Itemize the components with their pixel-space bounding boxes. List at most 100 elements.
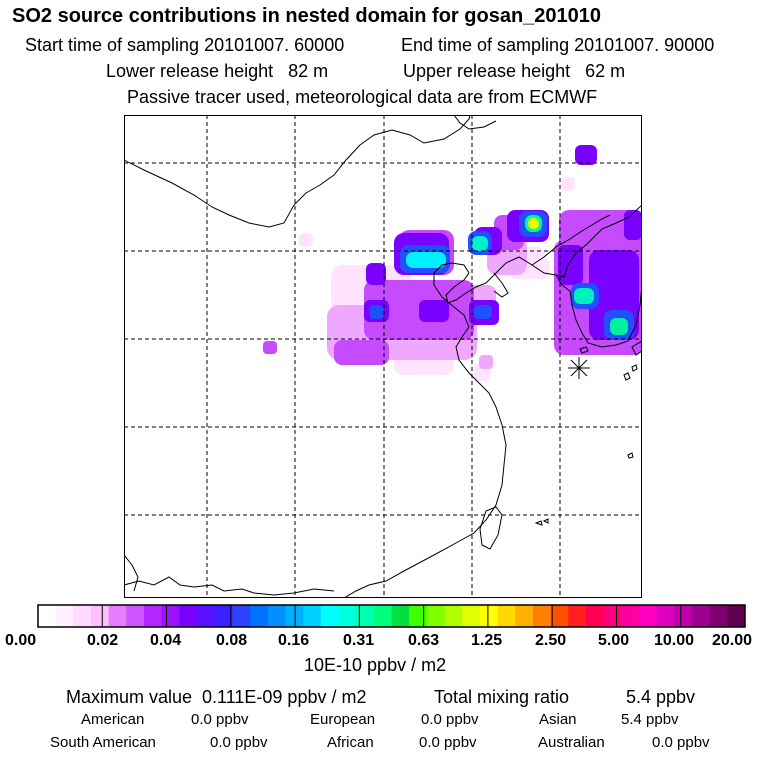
plume-north-korea-spot xyxy=(575,145,597,165)
colorbar-swatch xyxy=(532,605,552,627)
colorbar-swatch xyxy=(585,605,605,627)
island-ryukyu-3 xyxy=(534,520,543,526)
plume-medium-cell xyxy=(334,340,389,365)
colorbar-swatch xyxy=(479,605,499,627)
plume-light-cell xyxy=(479,355,493,369)
colorbar-tick-label: 1.25 xyxy=(471,632,503,649)
colorbar-border xyxy=(37,604,746,628)
colorbar xyxy=(37,604,746,628)
chart-title: SO2 source contributions in nested domai… xyxy=(12,5,602,27)
island-ryukyu-1 xyxy=(623,372,631,381)
plume-liaoning-2 xyxy=(528,218,539,229)
colorbar-tick-label: 10.00 xyxy=(654,632,695,649)
colorbar-swatch xyxy=(267,605,286,627)
colorbar-unit: 10E-10 ppbv / m2 xyxy=(304,655,447,675)
upper-release-height: Upper release height 62 m xyxy=(403,61,626,81)
receptor-marker xyxy=(568,357,590,379)
colorbar-tick-label: 20.00 xyxy=(712,632,753,649)
plume-strong-cell xyxy=(624,210,642,240)
coastline-korea xyxy=(555,274,642,348)
colorbar-swatch xyxy=(250,605,269,627)
colorbar-swatch xyxy=(444,605,463,627)
colorbar-tick-label: 0.08 xyxy=(216,632,248,649)
plume-korea-west-coast xyxy=(574,288,594,304)
colorbar-swatch xyxy=(391,605,410,627)
european-value: 0.0 ppbv xyxy=(421,711,479,728)
colorbar-swatch xyxy=(426,605,446,627)
colorbar-swatch xyxy=(197,605,216,627)
plume-faint-cell xyxy=(561,177,575,191)
island-ryukyu-2 xyxy=(631,364,638,372)
colorbar-swatch xyxy=(126,605,145,627)
asian-label: Asian xyxy=(539,711,577,728)
colorbar-swatch xyxy=(232,605,251,627)
colorbar-tick-label: 0.04 xyxy=(150,632,182,649)
american-label: American xyxy=(81,711,145,728)
colorbar-swatch xyxy=(73,605,92,627)
plume-layer xyxy=(263,145,642,381)
island-japan-fragment xyxy=(631,340,642,356)
african-label: African xyxy=(327,734,374,751)
plume-strong-cell xyxy=(419,300,449,322)
colorbar-swatch xyxy=(497,605,516,627)
european-label: European xyxy=(310,711,376,728)
colorbar-swatch xyxy=(638,605,658,627)
colorbar-swatch xyxy=(691,605,711,627)
border-south xyxy=(124,576,335,596)
colorbar-swatch xyxy=(409,605,428,627)
border-korea-china xyxy=(531,214,611,266)
colorbar-swatch xyxy=(373,605,392,627)
colorbar-swatch xyxy=(674,605,693,627)
colorbar-swatch xyxy=(161,605,180,627)
plume-korea-south xyxy=(610,318,628,335)
american-value: 0.0 ppbv xyxy=(191,711,249,728)
coastline-layer xyxy=(124,115,642,598)
colorbar-swatch xyxy=(285,605,304,627)
asian-value: 5.4 ppbv xyxy=(621,711,679,728)
south-american-value: 0.0 ppbv xyxy=(210,734,268,751)
map-plot xyxy=(124,115,642,598)
total-mixing-ratio-label: Total mixing ratio xyxy=(434,687,570,707)
colorbar-swatch xyxy=(91,605,110,627)
australian-value: 0.0 ppbv xyxy=(652,734,710,751)
south-american-label: South American xyxy=(50,734,156,751)
receptor-marker-stroke xyxy=(570,359,588,377)
colorbar-swatch xyxy=(356,605,375,627)
colorbar-tick-label: 2.50 xyxy=(535,632,567,649)
colorbar-swatch xyxy=(568,605,587,627)
colorbar-swatch xyxy=(656,605,675,627)
colorbar-tick-label: 0.31 xyxy=(343,632,375,649)
colorbar-swatch xyxy=(621,605,640,627)
maximum-value: Maximum value 0.111E-09 ppbv / m2 xyxy=(66,687,367,707)
border-north xyxy=(124,115,471,228)
colorbar-tick-label: 0.63 xyxy=(408,632,440,649)
colorbar-swatch xyxy=(550,605,569,627)
colorbar-swatch xyxy=(709,605,728,627)
plume-west-spot xyxy=(263,341,277,354)
colorbar-swatch xyxy=(462,605,481,627)
colorbar-swatch xyxy=(603,605,622,627)
colorbar-tick-label: 0.00 xyxy=(5,632,37,649)
graticule-layer xyxy=(124,115,642,598)
end-time-label: End time of sampling 20101007. 90000 xyxy=(401,35,715,55)
colorbar-swatch xyxy=(320,605,339,627)
border-west-south xyxy=(124,554,139,592)
map-border xyxy=(124,115,642,598)
colorbar-swatch xyxy=(727,605,746,627)
colorbar-swatch xyxy=(303,605,322,627)
australian-label: Australian xyxy=(538,734,605,751)
colorbar-swatch xyxy=(214,605,233,627)
plume-liaoning-1 xyxy=(472,236,488,251)
plume-blue-cell xyxy=(369,305,384,319)
colorbar-swatch xyxy=(55,605,74,627)
start-time-label: Start time of sampling 20101007. 60000 xyxy=(25,35,345,55)
colorbar-swatch xyxy=(338,605,357,627)
coastline-liaodong xyxy=(493,272,509,298)
colorbar-swatch xyxy=(144,605,163,627)
island-ryukyu-4 xyxy=(542,518,549,524)
colorbar-tick-label: 0.16 xyxy=(278,632,310,649)
colorbar-swatch xyxy=(515,605,534,627)
colorbar-swatch xyxy=(108,605,127,627)
tracer-note: Passive tracer used, meteorological data… xyxy=(127,87,598,107)
plume-faint-cell xyxy=(299,233,313,247)
